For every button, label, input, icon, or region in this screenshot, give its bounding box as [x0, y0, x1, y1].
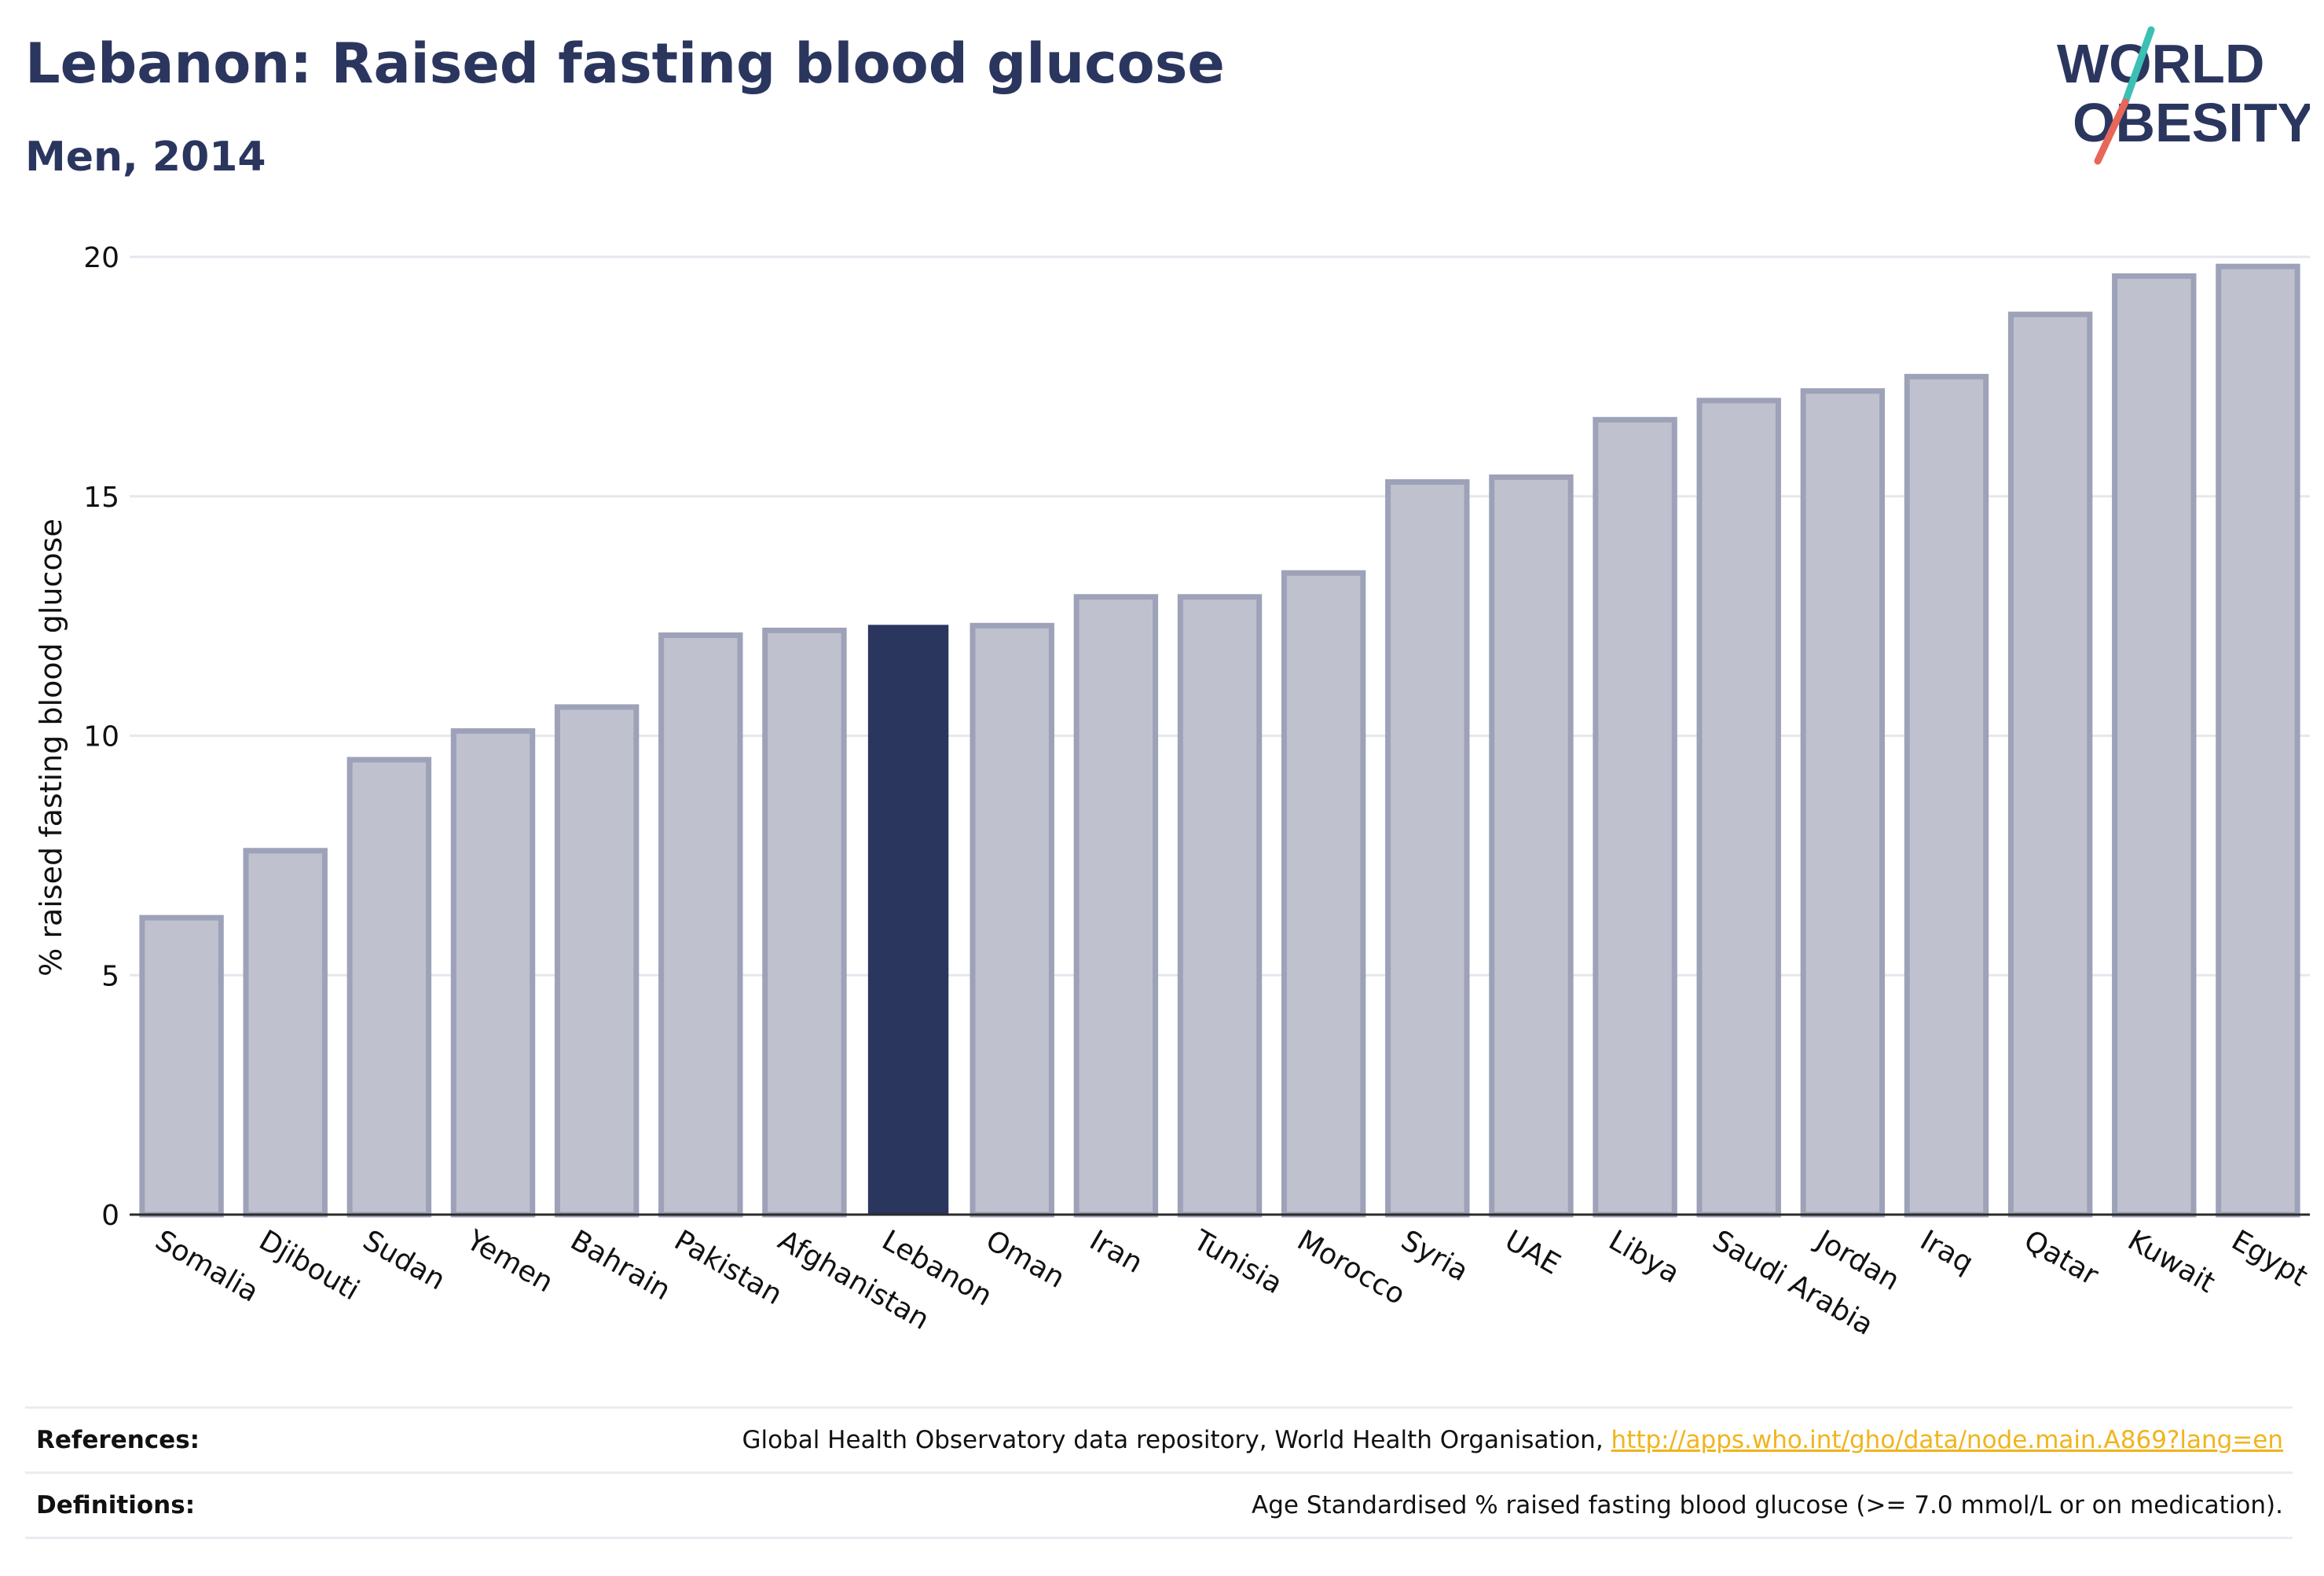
bar-oman: [970, 622, 1054, 1218]
references-text: Global Health Observatory data repositor…: [742, 1426, 1611, 1454]
x-tick-label: Iran: [1084, 1224, 1148, 1280]
bar-egypt: [2216, 263, 2300, 1218]
world-obesity-logo: WORLD OBESITY: [2057, 26, 2310, 165]
y-tick-label: 20: [83, 242, 119, 274]
x-tick-label: Bahrain: [565, 1224, 676, 1307]
bar-iran: [1073, 594, 1159, 1218]
definitions-text: Age Standardised % raised fasting blood …: [1252, 1491, 2283, 1519]
bar-tunisia: [1177, 594, 1263, 1218]
bar-somalia: [139, 914, 224, 1218]
references-row: References: Global Health Observatory da…: [25, 1406, 2293, 1472]
logo-line-1: WORLD: [2057, 33, 2264, 94]
x-tick-label: Egypt: [2226, 1224, 2312, 1292]
chart-subtitle: Men, 2014: [25, 134, 266, 181]
bar-iraq: [1904, 373, 1989, 1218]
bar-sudan: [346, 757, 432, 1218]
references-label: References:: [36, 1426, 200, 1454]
bar-lebanon: [867, 625, 949, 1215]
bar-saudi-arabia: [1696, 398, 1781, 1218]
x-tick-label: Tunisia: [1187, 1224, 1288, 1300]
chart-title: Lebanon: Raised fasting blood glucose: [25, 31, 1225, 96]
bar-jordan: [1800, 388, 1886, 1218]
bar-bahrain: [554, 704, 640, 1218]
references-link[interactable]: http://apps.who.int/gho/data/node.main.A…: [1611, 1426, 2283, 1454]
x-tick-label: Yemen: [460, 1224, 559, 1299]
x-tick-label: Pakistan: [669, 1224, 787, 1311]
bar-yemen: [450, 728, 536, 1218]
bar-afghanistan: [762, 627, 847, 1218]
x-tick-label: Kuwait: [2122, 1224, 2220, 1299]
y-tick-label: 10: [83, 721, 119, 753]
x-tick-label: Morocco: [1292, 1224, 1410, 1311]
x-tick-label: Iraq: [1915, 1224, 1978, 1280]
x-tick-label: Sudan: [357, 1224, 451, 1296]
x-tick-label: UAE: [1499, 1224, 1565, 1281]
bar-morocco: [1281, 570, 1366, 1218]
bar-kuwait: [2112, 273, 2197, 1218]
definitions-row: Definitions: Age Standardised % raised f…: [25, 1472, 2293, 1539]
bar-uae: [1489, 474, 1574, 1218]
x-tick-label: Somalia: [150, 1224, 264, 1309]
y-tick-label: 15: [83, 482, 119, 514]
bar-syria: [1385, 478, 1470, 1218]
y-axis-label: % raised fasting blood glucose: [34, 519, 68, 977]
logo-slash-top: [2121, 26, 2155, 106]
x-tick-label: Libya: [1604, 1224, 1685, 1290]
bar-pakistan: [658, 632, 743, 1218]
x-tick-label: Djibouti: [254, 1224, 365, 1307]
bar-libya: [1593, 416, 1677, 1218]
logo-slash-bottom: [2094, 98, 2129, 165]
y-tick-label: 0: [101, 1200, 119, 1232]
bars: [139, 263, 2300, 1218]
references-content: Global Health Observatory data repositor…: [742, 1426, 2293, 1454]
bar-qatar: [2007, 311, 2093, 1218]
definitions-label: Definitions:: [36, 1491, 196, 1519]
bar-djibouti: [243, 848, 328, 1218]
y-tick-label: 5: [101, 960, 119, 992]
x-tick-label: Syria: [1395, 1224, 1473, 1288]
x-tick-label: Qatar: [2018, 1224, 2103, 1292]
